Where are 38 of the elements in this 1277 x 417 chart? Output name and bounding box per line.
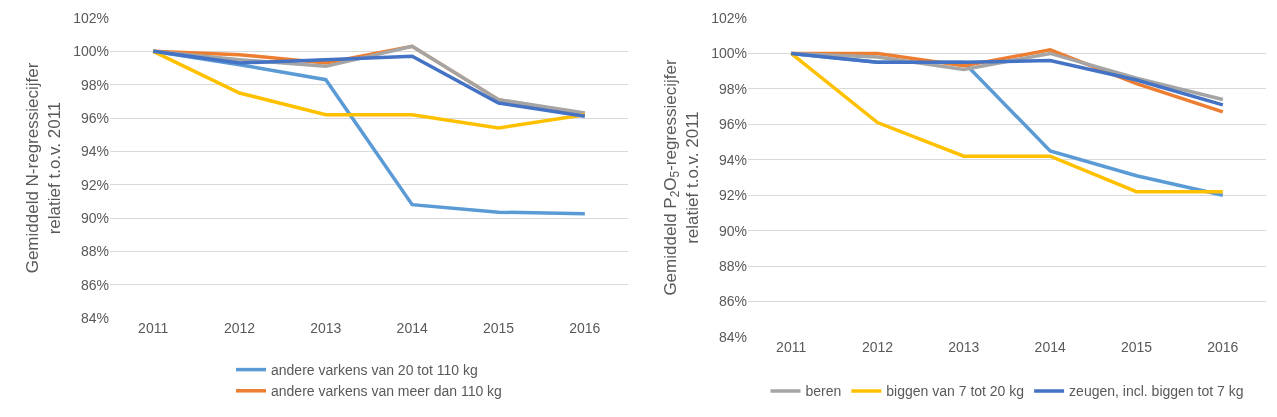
y-tick-label: 102% [73,9,109,26]
y-tick-label: 92% [80,176,109,193]
x-tick-label: 2014 [1034,339,1066,355]
legend-label: biggen van 7 tot 20 kg [886,383,1025,400]
x-tick-label: 2012 [861,339,894,355]
x-tick-label: 2016 [1207,339,1239,355]
legend-label: zeugen, incl. biggen tot 7 kg [1069,383,1244,400]
y-tick-label: 88% [80,243,109,260]
x-tick-label: 2011 [776,339,807,355]
y-tick-label: 86% [718,293,747,310]
y-tick-label: 102% [711,9,747,26]
y-tick-label: 94% [718,151,747,168]
legend-label: andere varkens van meer dan 110 kg [271,383,502,400]
y-tick-label: 94% [80,143,109,160]
y-tick-label: 96% [80,109,109,126]
y-tick-label: 90% [80,209,109,226]
x-tick-label: 2011 [138,320,169,336]
legend-label: andere varkens van 20 tot 110 kg [271,362,478,379]
x-tick-label: 2016 [569,320,601,336]
y-tick-label: 88% [718,258,747,275]
x-tick-label: 2013 [310,320,342,336]
y-tick-label: 84% [718,328,747,345]
x-tick-label: 2013 [948,339,980,355]
y-tick-label: 92% [718,187,747,204]
x-tick-label: 2014 [396,320,428,336]
y-tick-label: 90% [718,222,747,239]
y-tick-label: 86% [80,276,109,293]
y-tick-label: 100% [73,43,109,60]
x-tick-label: 2015 [1120,339,1153,355]
y-axis-title: Gemiddeld N-regressiecijfer relatief t.o.v. 2011 [22,62,64,274]
y-tick-label: 96% [718,116,747,133]
y-tick-label: 84% [80,309,109,326]
y-tick-label: 98% [718,80,747,97]
x-tick-label: 2015 [482,320,515,336]
y-tick-label: 98% [80,76,109,93]
y-tick-label: 100% [711,45,747,62]
x-tick-label: 2012 [223,320,256,336]
legend-label: beren [805,383,842,400]
